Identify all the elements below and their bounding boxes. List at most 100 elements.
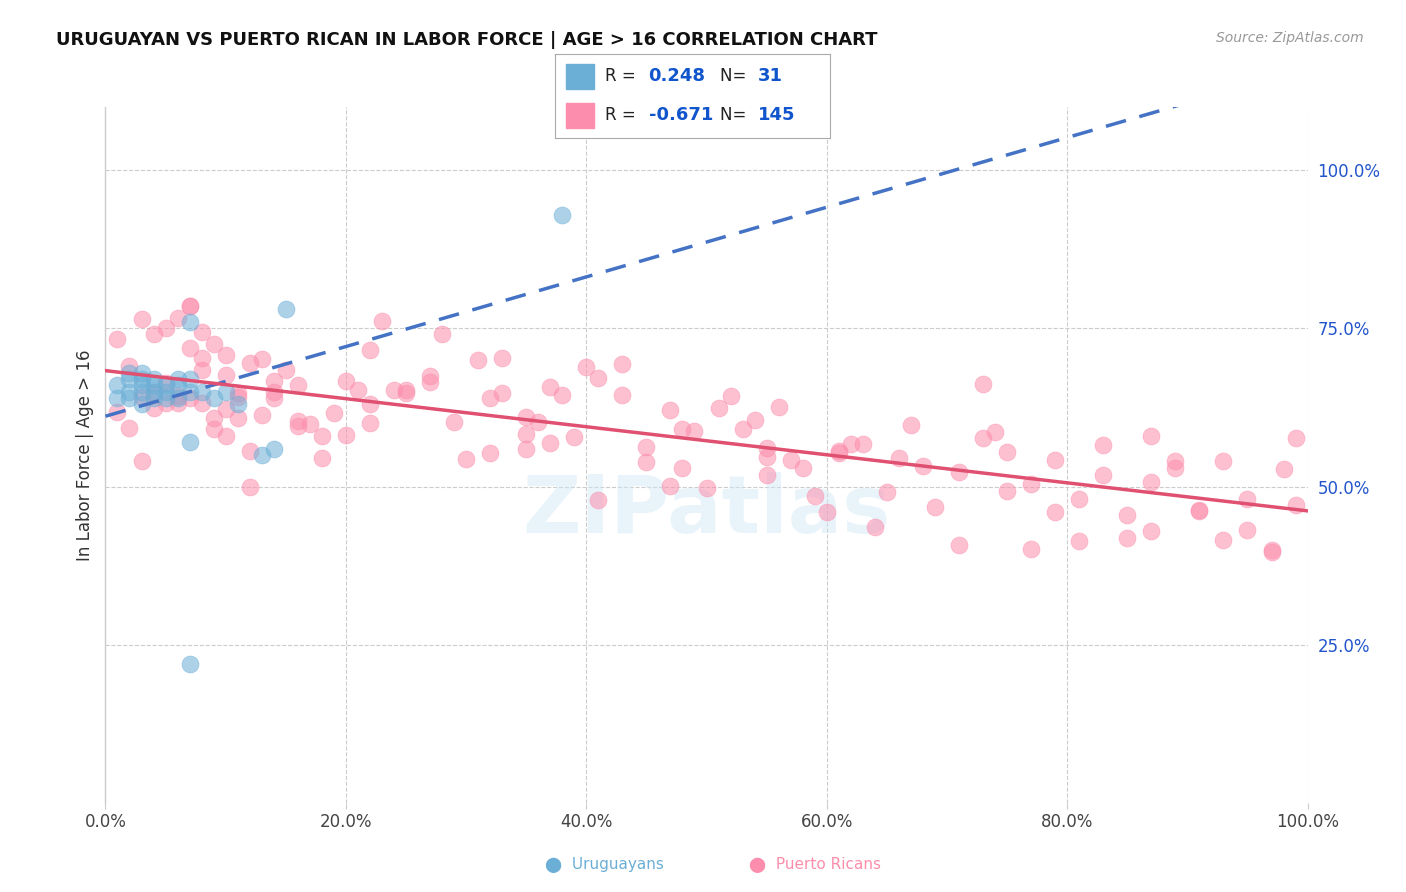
Point [179,299,201,313]
Point [562,429,585,443]
Point [347,383,370,397]
Point [214,429,236,443]
Point [179,372,201,386]
Point [371,314,394,328]
Point [430,326,453,341]
Point [155,320,177,334]
Point [900,418,922,433]
Point [142,327,165,342]
Point [755,450,778,464]
Point [1284,498,1306,512]
Point [131,372,153,386]
Point [1212,454,1234,468]
Point [1236,491,1258,506]
Point [155,391,177,405]
Point [131,312,153,326]
Point [1260,545,1282,559]
Point [142,372,165,386]
Text: 31: 31 [758,67,783,85]
Point [359,343,381,358]
Point [311,450,333,465]
Point [166,372,188,386]
Point [707,401,730,416]
Point [1272,462,1295,476]
Point [671,421,693,435]
Point [551,387,574,401]
Point [274,302,297,317]
Point [527,415,550,429]
Point [852,437,875,451]
Point [142,391,165,405]
Point [179,341,201,355]
Point [131,390,153,404]
Point [131,397,153,411]
Text: -0.671: -0.671 [648,106,713,124]
Point [779,453,801,467]
Text: ⬤  Puerto Ricans: ⬤ Puerto Ricans [749,857,882,873]
Point [179,299,201,313]
Point [659,479,682,493]
Point [948,538,970,552]
Text: URUGUAYAN VS PUERTO RICAN IN LABOR FORCE | AGE > 16 CORRELATION CHART: URUGUAYAN VS PUERTO RICAN IN LABOR FORCE… [56,31,877,49]
Point [226,385,249,400]
Point [612,388,634,402]
Point [1140,524,1163,539]
Point [214,401,236,416]
Point [142,401,165,416]
Point [179,315,201,329]
Point [768,401,790,415]
Point [1116,508,1139,522]
Point [1140,429,1163,443]
Point [839,437,862,451]
Point [118,384,141,399]
Point [142,384,165,399]
Y-axis label: In Labor Force | Age > 16: In Labor Force | Age > 16 [76,349,94,561]
Text: R =: R = [605,67,641,85]
Point [202,410,225,425]
Point [588,370,610,384]
Point [335,428,357,442]
Point [190,396,212,410]
Point [636,440,658,454]
Point [731,422,754,436]
Point [179,384,201,399]
Point [142,386,165,401]
Point [335,374,357,388]
Point [142,378,165,392]
Point [107,332,129,346]
Point [179,657,201,671]
Point [202,422,225,436]
FancyBboxPatch shape [567,63,593,89]
Point [515,426,537,441]
Point [155,376,177,390]
Text: R =: R = [605,106,641,124]
Point [720,389,742,403]
Text: Source: ZipAtlas.com: Source: ZipAtlas.com [1216,31,1364,45]
Point [298,417,321,432]
Point [1236,524,1258,538]
Point [131,378,153,392]
Point [166,378,188,392]
Point [443,416,465,430]
Point [107,405,129,419]
Point [250,351,273,366]
Text: ⬤  Uruguayans: ⬤ Uruguayans [546,857,664,873]
Point [107,391,129,405]
Point [202,337,225,351]
Point [454,452,477,467]
Point [287,418,309,433]
Point [202,391,225,405]
Point [419,369,441,384]
Point [984,425,1007,439]
Point [214,348,236,362]
Point [1116,532,1139,546]
Point [792,461,814,475]
Point [419,375,441,389]
Point [636,455,658,469]
Point [155,378,177,392]
Point [479,391,502,405]
Point [924,500,946,514]
Point [118,391,141,405]
Point [863,519,886,533]
Point [226,390,249,404]
